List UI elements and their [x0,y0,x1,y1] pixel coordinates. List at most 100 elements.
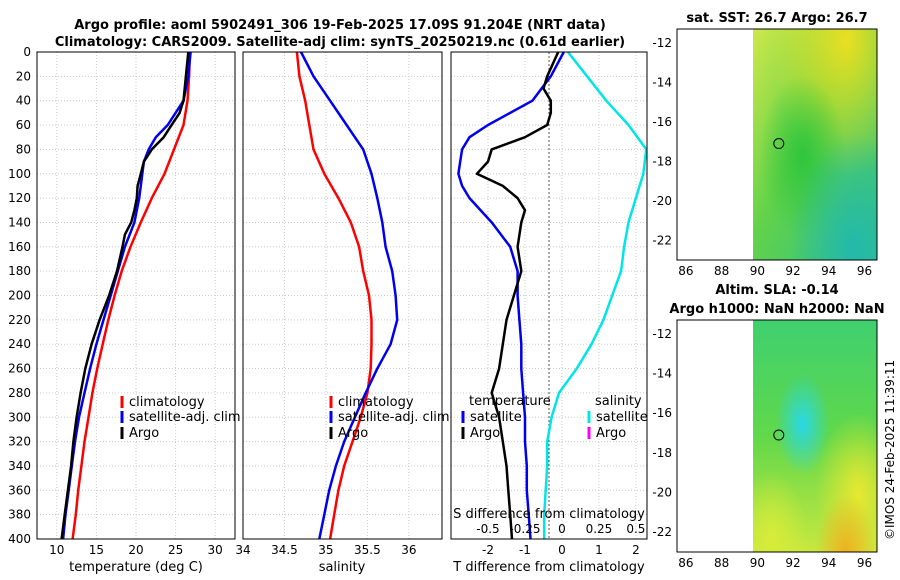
sst-map-title: sat. SST: 26.7 Argo: 26.7 [686,11,867,26]
imos-credit: ©IMOS 24-Feb-2025 11:39:11 [883,360,897,540]
depth-tick-label: 320 [8,435,31,449]
t-difference-tick-label: -1 [519,543,531,557]
depth-tick-label: 380 [8,508,31,522]
sal-legend-satellite-label: satellite-adj. clim [338,410,450,425]
sst-longitude-tick-labels: 86 88 90 92 94 96 [678,264,872,278]
legend-satellite-label: satellite-adj. clim [129,410,241,425]
depth-tick-label: 60 [16,118,31,132]
depth-tick-label: 200 [8,289,31,303]
depth-tick-label: 20 [16,69,31,83]
depth-tick-label: 160 [8,240,31,254]
map-latitude-tick-label: -14 [652,367,672,381]
t-difference-tick-label: -2 [482,543,494,557]
s-difference-tick-label: -0.25 [509,522,540,536]
series-line-salinity-satellite [542,51,648,539]
diff-legend-temperature-header: temperature [469,394,551,409]
sla-map-title-line2: Argo h1000: NaN h2000: NaN [669,302,884,317]
map-longitude-tick-label: 96 [857,556,872,570]
sst-map-axes-box [676,28,878,261]
salinity-legend: climatology satellite-adj. clim Argo [329,395,450,441]
map-longitude-tick-label: 94 [821,556,836,570]
diff-legend-t-argo-label: Argo [470,426,500,441]
map-longitude-tick-label: 86 [678,556,693,570]
diff-legend-salinity-header: salinity [595,394,642,409]
map-longitude-tick-label: 92 [785,556,800,570]
temperature-tick-label: 25 [168,543,183,557]
map-latitude-tick-label: -22 [652,233,672,247]
salinity-xlabel: salinity [319,560,366,575]
salinity-panel: 34 34.5 35 35.5 36 salinity climatology sate… [235,51,450,575]
sla-heatmap [753,320,877,552]
difference-axes-box [450,51,648,540]
s-difference-tick-label: 0.25 [586,522,613,536]
s-difference-tick-label: -0.5 [476,522,499,536]
depth-tick-label: 300 [8,410,31,424]
series-line-temperature-argo [475,51,560,540]
map-latitude-tick-label: -12 [652,36,672,50]
depth-tick-label: 240 [8,337,31,351]
temperature-axes-box [36,51,236,540]
salinity-tick-label: 34 [235,543,250,557]
temperature-legend: climatology satellite-adj. clim Argo [120,395,241,441]
map-latitude-tick-label: -20 [652,194,672,208]
map-longitude-tick-label: 94 [821,264,836,278]
t-difference-tick-label: 2 [632,543,640,557]
sla-map-title-line1: Altim. SLA: -0.14 [715,283,838,298]
depth-tick-label: 280 [8,386,31,400]
temperature-tick-label: 20 [128,543,143,557]
map-longitude-tick-label: 90 [750,264,765,278]
depth-tick-label: 260 [8,362,31,376]
map-latitude-tick-label: -18 [652,154,672,168]
salinity-tick-label: 35.5 [354,543,381,557]
sla-map-axes-box [676,319,878,553]
map-longitude-tick-label: 96 [857,264,872,278]
series-line-temperature-satellite [457,51,565,540]
sla-map-panel: Altim. SLA: -0.14 Argo h1000: NaN h2000:… [652,283,884,570]
depth-tick-label: 100 [8,167,31,181]
series-line-satellite-adj-clim [61,51,192,540]
map-longitude-tick-label: 88 [714,264,729,278]
sst-map-panel: sat. SST: 26.7 Argo: 26.7 86 88 90 92 94 96 -… [652,11,878,278]
salinity-tick-label: 36 [401,543,416,557]
temperature-xlabel: temperature (deg C) [69,560,203,575]
diff-legend-t-satellite-label: satellite [470,410,522,425]
map-latitude-tick-label: -18 [652,446,672,460]
depth-tick-label: 220 [8,313,31,327]
depth-tick-label: 120 [8,191,31,205]
map-longitude-tick-label: 86 [678,264,693,278]
depth-tick-label: 340 [8,459,31,473]
temperature-tick-label: 10 [49,543,64,557]
map-latitude-tick-label: -16 [652,406,672,420]
map-latitude-tick-label: -14 [652,75,672,89]
map-latitude-tick-label: -16 [652,115,672,129]
depth-tick-label: 360 [8,483,31,497]
map-latitude-tick-label: -20 [652,486,672,500]
t-difference-tick-label: 0 [558,543,566,557]
map-longitude-tick-label: 88 [714,556,729,570]
sst-latitude-tick-labels: -12 -14 -16 -18 -20 -22 [652,36,672,247]
series-line-climatology [71,51,192,540]
salinity-series [295,51,399,540]
temperature-grid [37,51,235,540]
map-longitude-tick-label: 90 [750,556,765,570]
diff-legend-s-argo-label: Argo [596,426,626,441]
salinity-grid [242,51,442,540]
sla-float-marker [773,429,785,441]
sla-longitude-tick-labels: 86 88 90 92 94 96 [678,556,872,570]
figure-title-line1: Argo profile: aoml 5902491_306 19-Feb-20… [74,18,606,33]
salinity-tick-labels: 34 34.5 35 35.5 36 [235,543,416,557]
temperature-tick-label: 30 [208,543,223,557]
difference-panel: -2 -1 0 1 2 -0.5 -0.25 0 0.25 0.5 S difference f… [450,51,648,575]
temperature-tick-label: 15 [89,543,104,557]
sst-float-marker [773,138,785,150]
depth-tick-label: 40 [16,94,31,108]
depth-tick-label: 80 [16,142,31,156]
legend-argo-label: Argo [129,426,159,441]
salinity-axes-box [242,51,443,540]
series-line-argo [60,51,190,540]
depth-tick-label: 400 [8,532,31,546]
legend-climatology-label: climatology [129,395,205,410]
s-difference-tick-labels: -0.5 -0.25 0 0.25 0.5 [476,522,645,536]
series-line-satellite-adj-clim [299,51,399,540]
temperature-panel: 0 20 40 60 80 100 120 140 160 180 200 220 240 260 280 3… [8,45,241,575]
